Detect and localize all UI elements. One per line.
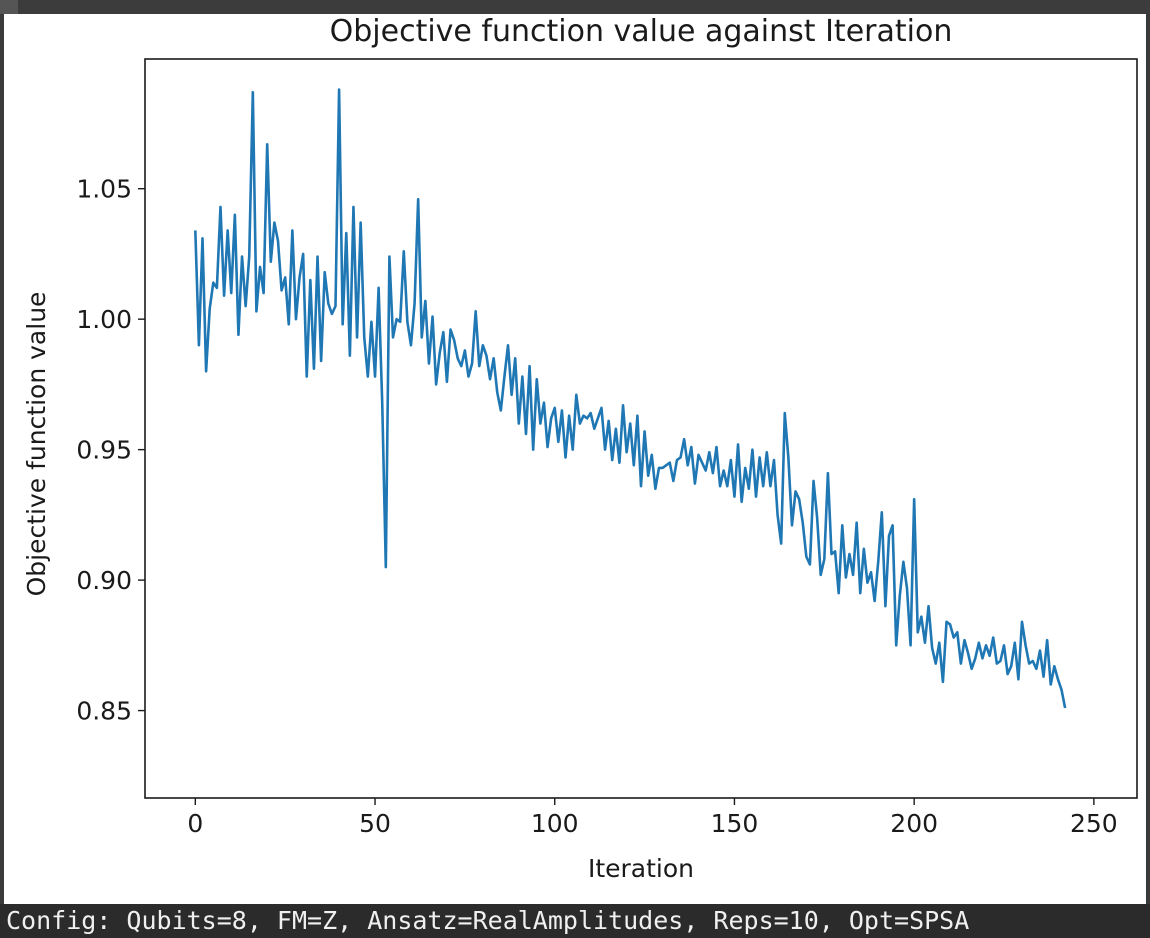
top-bar — [0, 0, 1150, 14]
x-tick-label: 250 — [1070, 809, 1118, 838]
y-axis-ticks: 0.85 0.90 0.95 1.00 1.05 — [76, 175, 145, 726]
plot-area — [144, 58, 1138, 799]
x-tick-label: 0 — [187, 809, 203, 838]
y-axis-label: Objective function value — [22, 292, 51, 597]
top-bar-tab — [0, 0, 18, 14]
chart-figure: Objective function value against Iterati… — [4, 14, 1146, 904]
y-tick-label: 0.85 — [76, 697, 132, 726]
config-status-bar: Config: Qubits=8, FM=Z, Ansatz=RealAmpli… — [0, 904, 1150, 938]
y-tick-label: 1.05 — [76, 175, 132, 204]
series-layer — [194, 88, 1067, 709]
x-axis-label: Iteration — [588, 854, 694, 883]
x-tick-label: 50 — [359, 809, 391, 838]
y-tick-label: 0.90 — [76, 566, 132, 595]
y-tick-label: 0.95 — [76, 436, 132, 465]
chart-svg: Objective function value against Iterati… — [22, 14, 1138, 883]
y-tick-label: 1.00 — [76, 305, 132, 334]
x-axis-ticks: 0 50 100 150 200 250 — [187, 798, 1118, 838]
x-tick-label: 150 — [711, 809, 759, 838]
series-line — [194, 88, 1067, 709]
x-tick-label: 100 — [531, 809, 579, 838]
x-tick-label: 200 — [890, 809, 938, 838]
chart-title: Objective function value against Iterati… — [330, 14, 953, 49]
